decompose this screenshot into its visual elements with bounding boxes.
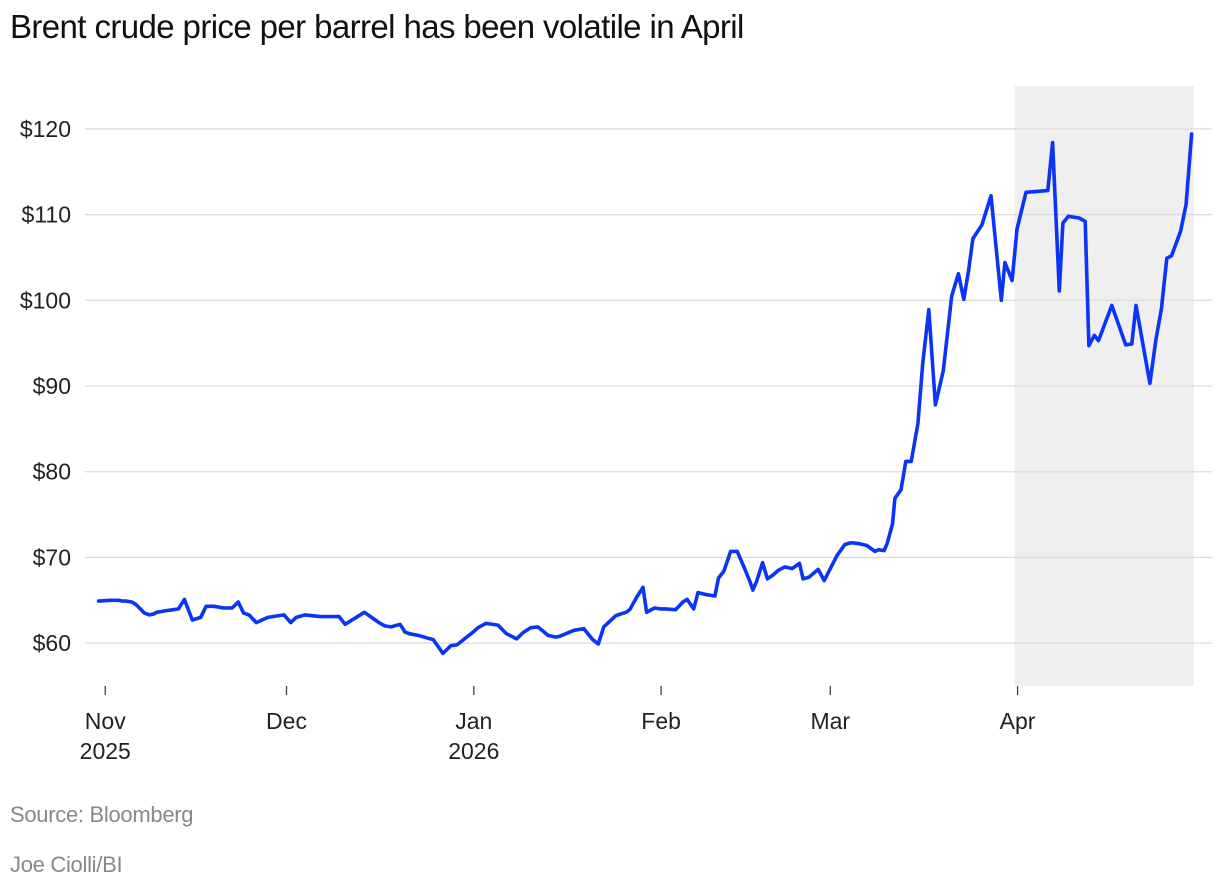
x-tick-label-dec: Dec bbox=[266, 708, 307, 734]
y-tick-label-120: $120 bbox=[20, 116, 71, 142]
y-tick-label-100: $100 bbox=[20, 287, 71, 313]
x-tick-label-jan: Jan bbox=[455, 708, 492, 734]
y-tick-label-80: $80 bbox=[33, 459, 71, 485]
x-tick-year-2026: 2026 bbox=[448, 738, 499, 764]
series-line-brent-crude bbox=[96, 132, 1194, 656]
chart-title: Brent crude price per barrel has been vo… bbox=[10, 8, 744, 45]
source-note: Source: Bloomberg bbox=[10, 802, 194, 827]
y-tick-label-60: $60 bbox=[33, 630, 71, 656]
y-tick-label-110: $110 bbox=[22, 202, 71, 228]
x-tick-label-feb: Feb bbox=[641, 708, 681, 734]
y-tick-label-70: $70 bbox=[33, 544, 71, 570]
x-tick-label-apr: Apr bbox=[1000, 708, 1036, 734]
x-tick-year-2025: 2025 bbox=[80, 738, 131, 764]
x-tick-label-mar: Mar bbox=[810, 708, 850, 734]
y-tick-label-90: $90 bbox=[33, 373, 71, 399]
x-tick-label-nov: Nov bbox=[85, 708, 126, 734]
author-credit: Joe Ciolli/BI bbox=[10, 852, 123, 877]
